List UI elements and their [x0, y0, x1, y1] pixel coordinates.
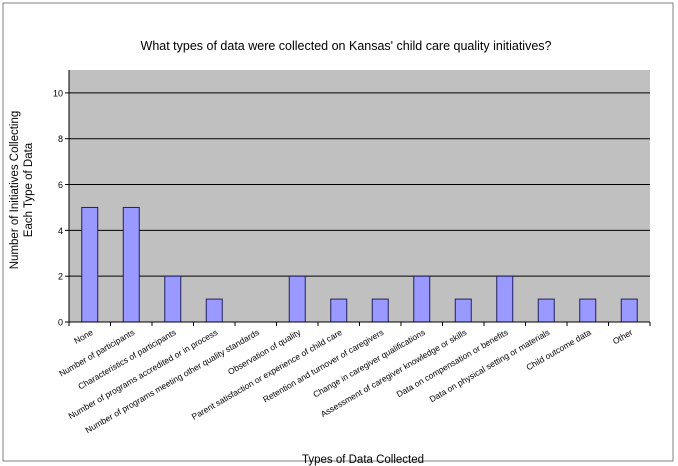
bar	[454, 298, 472, 323]
bar	[81, 206, 99, 323]
y-axis-label-line-1: Number of Initiatives Collecting	[9, 111, 21, 270]
chart-title: What types of data were collected on Kan…	[141, 39, 552, 53]
plot-background	[69, 70, 650, 322]
bar	[205, 298, 223, 323]
y-tick-label: 4	[58, 226, 63, 236]
bar	[620, 298, 638, 323]
y-tick-label: 8	[58, 134, 63, 144]
bar	[288, 275, 306, 323]
bar	[330, 298, 348, 323]
axes	[65, 70, 651, 326]
bar	[579, 298, 597, 323]
bars	[81, 206, 638, 323]
y-tick-label: 0	[58, 318, 63, 328]
bar	[164, 275, 182, 323]
bar	[537, 298, 555, 323]
y-tick-label: 10	[53, 88, 63, 98]
bar	[371, 298, 389, 323]
y-tick-label: 6	[58, 180, 63, 190]
bar	[122, 206, 140, 323]
bar	[413, 275, 431, 323]
y-tick-label: 2	[58, 272, 63, 282]
y-axis-label-line-2: Each Type of Data	[23, 142, 35, 237]
y-tick-labels: 0 2 4 6 8 10	[53, 88, 63, 327]
plot-area	[69, 70, 650, 322]
x-axis-label: Types of Data Collected	[302, 454, 424, 466]
bar	[496, 275, 514, 323]
